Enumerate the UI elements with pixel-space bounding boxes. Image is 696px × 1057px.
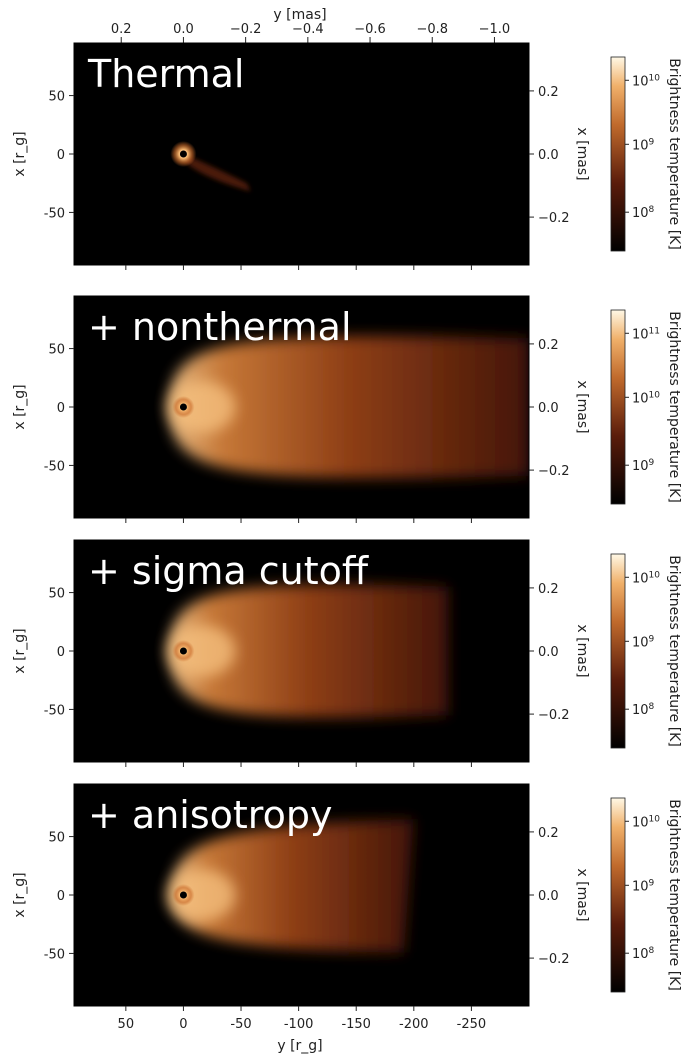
top-tick-label: −0.8 — [416, 22, 448, 37]
colorbar-tick-label: 1010 — [632, 814, 660, 830]
x-tick-label: 50 — [118, 1017, 135, 1032]
y-tick-label: 0 — [57, 401, 65, 416]
y2-axis-label: x [mas] — [574, 624, 590, 677]
colorbar-label: Brightness temperature [K] — [666, 58, 682, 250]
y-tick-label: -50 — [44, 947, 65, 962]
colorbar-tick-label: 108 — [632, 205, 655, 221]
y-axis-label: x [r_g] — [12, 384, 28, 429]
panel-title: Thermal — [87, 52, 245, 96]
y-tick-label: 0 — [57, 645, 65, 660]
colorbar-label: Brightness temperature [K] — [666, 311, 682, 503]
y2-axis-label: x [mas] — [574, 380, 590, 433]
y-axis-label: x [r_g] — [12, 131, 28, 176]
x-tick-label: -50 — [230, 1017, 251, 1032]
y-tick-label: 50 — [48, 343, 65, 358]
y2-tick-label: −0.2 — [538, 952, 570, 967]
black-hole-shadow — [180, 892, 187, 899]
panel-1: Thermal 50 0 -50 0.2 0.0 −0.2 x [r_g] x [mas] 101… — [12, 43, 682, 270]
top-tick-label: −0.4 — [292, 22, 324, 37]
x-tick-label: -150 — [341, 1017, 371, 1032]
y-axis-label: x [r_g] — [12, 628, 28, 673]
panel-4: + anisotropy 50 0 -50 0.2 0.0 −0.2 x [r_g] x [ma… — [12, 784, 682, 1011]
y2-tick-label: 0.2 — [538, 338, 559, 353]
colorbar-label: Brightness temperature [K] — [666, 799, 682, 991]
colorbar-tick-label: 108 — [632, 702, 655, 718]
y-tick-label: -50 — [44, 459, 65, 474]
y2-tick-label: 0.0 — [538, 889, 559, 904]
y2-tick-label: 0.0 — [538, 645, 559, 660]
top-tick-label: −0.2 — [230, 22, 262, 37]
top-axis-ticks: 0.2 0.0 −0.2 −0.4 −0.6 −0.8 −1.0 — [111, 22, 510, 43]
colorbar-tick-label: 1011 — [632, 326, 660, 342]
y-tick-label: 50 — [48, 587, 65, 602]
top-tick-label: 0.2 — [111, 22, 132, 37]
y-tick-label: 0 — [57, 148, 65, 163]
y-axis-label: x [r_g] — [12, 872, 28, 917]
y-tick-label: 0 — [57, 889, 65, 904]
bottom-axis-label: y [r_g] — [277, 1038, 322, 1054]
y2-tick-label: 0.2 — [538, 85, 559, 100]
colorbar-tick-label: 1010 — [632, 570, 660, 586]
panel-3: + sigma cutoff 50 0 -50 0.2 0.0 −0.2 x [r_g] x [… — [12, 540, 682, 767]
x-tick-label: 0 — [179, 1017, 187, 1032]
colorbar — [611, 310, 625, 504]
colorbar-tick-label: 109 — [632, 458, 655, 474]
colorbar — [611, 57, 625, 251]
y2-tick-label: −0.2 — [538, 708, 570, 723]
emission-map — [167, 336, 529, 478]
top-axis-label: y [mas] — [273, 7, 326, 23]
y2-tick-label: 0.2 — [538, 826, 559, 841]
colorbar — [611, 554, 625, 748]
black-hole-shadow — [180, 151, 187, 158]
colorbar-label: Brightness temperature [K] — [666, 555, 682, 747]
y2-tick-label: 0.0 — [538, 401, 559, 416]
y2-axis-label: x [mas] — [574, 127, 590, 180]
y2-tick-label: −0.2 — [538, 211, 570, 226]
y-tick-label: -50 — [44, 206, 65, 221]
bottom-axis-ticks: 50 0 -50 -100 -150 -200 -250 — [118, 1017, 487, 1032]
x-tick-label: -250 — [457, 1017, 487, 1032]
colorbar-tick-label: 109 — [632, 137, 655, 153]
y-tick-label: 50 — [48, 831, 65, 846]
colorbar-tick-label: 108 — [632, 946, 655, 962]
top-tick-label: 0.0 — [173, 22, 194, 37]
black-hole-shadow — [180, 404, 187, 411]
panel-title: + anisotropy — [88, 793, 332, 837]
x-tick-label: -200 — [399, 1017, 429, 1032]
top-tick-label: −1.0 — [479, 22, 511, 37]
colorbar-tick-label: 1010 — [632, 73, 660, 89]
colorbar-tick-label: 109 — [632, 634, 655, 650]
y2-tick-label: 0.0 — [538, 148, 559, 163]
emission-map — [167, 585, 448, 718]
y2-axis-label: x [mas] — [574, 868, 590, 921]
y-tick-label: -50 — [44, 703, 65, 718]
y-tick-label: 50 — [48, 90, 65, 105]
panel-2: + nonthermal 50 0 -50 0.2 0.0 −0.2 x [r_g] x [ma… — [12, 296, 682, 523]
colorbar-tick-label: 109 — [632, 878, 655, 894]
black-hole-shadow — [180, 648, 187, 655]
colorbar — [611, 798, 625, 992]
top-tick-label: −0.6 — [354, 22, 386, 37]
panel-title: + sigma cutoff — [88, 549, 369, 593]
panel-title: + nonthermal — [88, 305, 352, 349]
y2-tick-label: 0.2 — [538, 582, 559, 597]
colorbar-tick-label: 1010 — [632, 390, 660, 406]
y2-tick-label: −0.2 — [538, 464, 570, 479]
x-tick-label: -100 — [284, 1017, 314, 1032]
